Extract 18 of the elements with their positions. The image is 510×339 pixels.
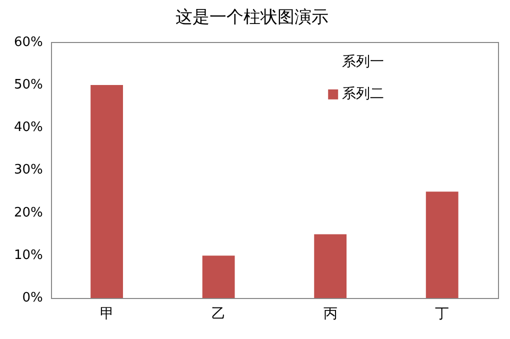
bar [202,256,235,298]
chart-title: 这是一个柱状图演示 [176,8,328,28]
y-tick-label: 50% [14,77,43,92]
bar [426,192,458,298]
y-tick-label: 10% [14,248,43,263]
legend-label: 系列二 [342,86,384,102]
bar [314,234,347,298]
x-tick-label: 乙 [212,306,226,322]
x-tick-label: 甲 [100,306,114,322]
y-tick-label: 30% [14,162,43,178]
y-tick-label: 20% [14,205,43,220]
y-tick-label: 60% [14,34,43,50]
y-tick-label: 40% [14,120,43,136]
bar [90,85,123,298]
text: 系列一 [342,54,384,70]
x-tick-label: 丙 [323,306,338,322]
x-tick-label: 丁 [435,306,450,322]
y-tick-label: 0% [22,290,43,306]
